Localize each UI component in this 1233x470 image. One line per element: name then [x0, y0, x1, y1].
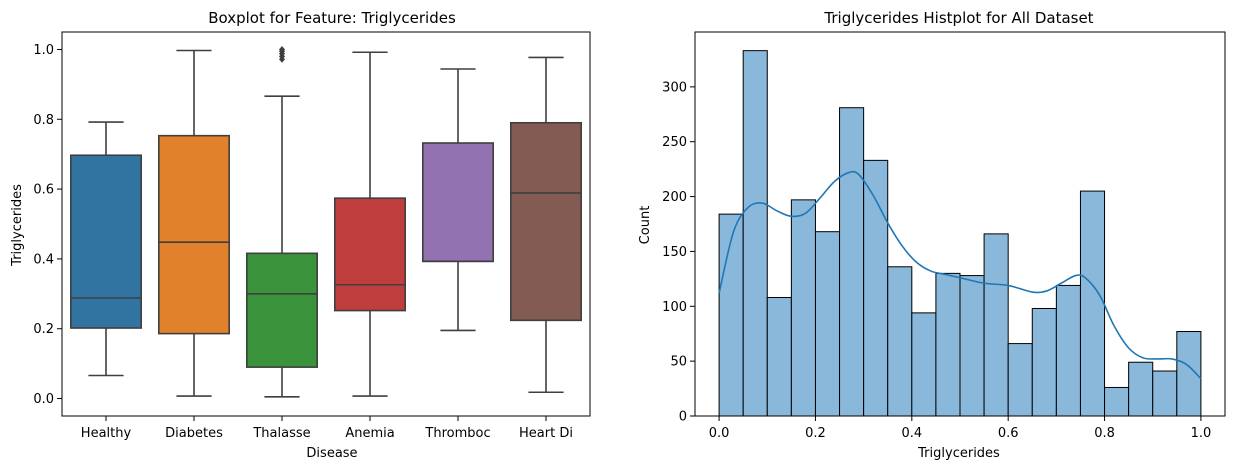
histogram-bar	[863, 159, 889, 417]
histogram-bar	[1055, 284, 1081, 417]
histogram-bar	[935, 272, 961, 417]
histogram-ytick-label: 150	[662, 245, 687, 260]
histogram-ytick-label: 250	[662, 135, 687, 150]
histogram-xlabel: Triglycerides	[917, 446, 1000, 461]
histogram-xtick-label: 0.4	[901, 426, 922, 441]
histogram-bar	[839, 107, 865, 417]
histogram-bar	[911, 312, 937, 417]
histogram-plot-area: 0 50 100 150 200 250 300 0.0 0.2 0.4 0.6 0.8 1.0	[662, 31, 1226, 441]
boxplot-box	[333, 197, 406, 312]
histogram-xtick-label: 1.0	[1191, 426, 1212, 441]
histogram-title: Triglycerides Histplot for All Dataset	[823, 9, 1093, 27]
histogram-bar	[814, 231, 841, 417]
histogram-bar	[887, 266, 913, 417]
histogram-ytick-label: 0	[679, 410, 687, 425]
histogram-xtick-label: 0.0	[709, 426, 730, 441]
histogram-bar	[1079, 190, 1106, 417]
boxplot-ytick-label: 0.4	[33, 252, 54, 267]
boxplot-box	[246, 252, 319, 368]
boxplot-xtick-label: Thromboc	[424, 426, 490, 441]
histogram-bar	[790, 199, 816, 417]
histogram-bar	[1031, 307, 1057, 417]
histogram-bar	[766, 297, 792, 417]
histogram-bar	[1152, 370, 1178, 417]
boxplot-ytick-label: 0.2	[33, 322, 54, 337]
boxplot-box	[158, 134, 231, 335]
histogram-bar	[1104, 386, 1130, 417]
histogram-ytick-label: 300	[662, 80, 687, 95]
histogram-ytick-label: 100	[662, 300, 687, 315]
histogram-frame	[694, 31, 1226, 417]
boxplot-xtick-label: Thalasse	[252, 426, 310, 441]
boxplot-box	[70, 154, 143, 329]
histogram-bar	[1007, 343, 1033, 417]
histogram-xtick-label: 0.2	[805, 426, 826, 441]
boxplot-xtick-label: Healthy	[81, 426, 132, 441]
boxplot-box	[509, 121, 582, 322]
boxplot-ytick-label: 0.6	[33, 183, 54, 198]
boxplot-subplot: Boxplot for Feature: Triglycerides Disea…	[10, 9, 591, 461]
histogram-bar	[983, 233, 1009, 417]
boxplot-frame	[61, 31, 591, 417]
histogram-bar	[742, 50, 768, 417]
histogram-ytick-label: 50	[670, 355, 687, 370]
histogram-bar	[1128, 361, 1154, 417]
boxplot-title: Boxplot for Feature: Triglycerides	[208, 9, 456, 27]
boxplot-box	[421, 142, 494, 263]
histogram-bar	[959, 275, 985, 417]
boxplot-xtick-label: Anemia	[345, 426, 394, 441]
boxplot-xlabel: Disease	[306, 446, 357, 461]
boxplot-plot-area: 0.0 0.2 0.4 0.6 0.8 1.0 Healthy Diabetes Thalass…	[33, 31, 591, 441]
boxplot-ylabel: Triglycerides	[10, 184, 25, 267]
boxplot-xtick-label: Heart Di	[519, 426, 573, 441]
histogram-subplot: Triglycerides Histplot for All Dataset T…	[638, 9, 1226, 461]
boxplot-outlier	[279, 45, 285, 53]
boxplot-ytick-label: 1.0	[33, 43, 54, 58]
histogram-ylabel: Count	[638, 206, 653, 245]
boxplot-xtick-label: Diabetes	[165, 426, 223, 441]
boxplot-ytick-label: 0.8	[33, 113, 54, 128]
histogram-ytick-label: 200	[662, 190, 687, 205]
histogram-kde-line	[718, 170, 1202, 380]
histogram-bar	[718, 213, 744, 417]
histogram-xtick-label: 0.6	[998, 426, 1019, 441]
histogram-xtick-label: 0.8	[1094, 426, 1115, 441]
boxplot-ytick-label: 0.0	[33, 392, 54, 407]
